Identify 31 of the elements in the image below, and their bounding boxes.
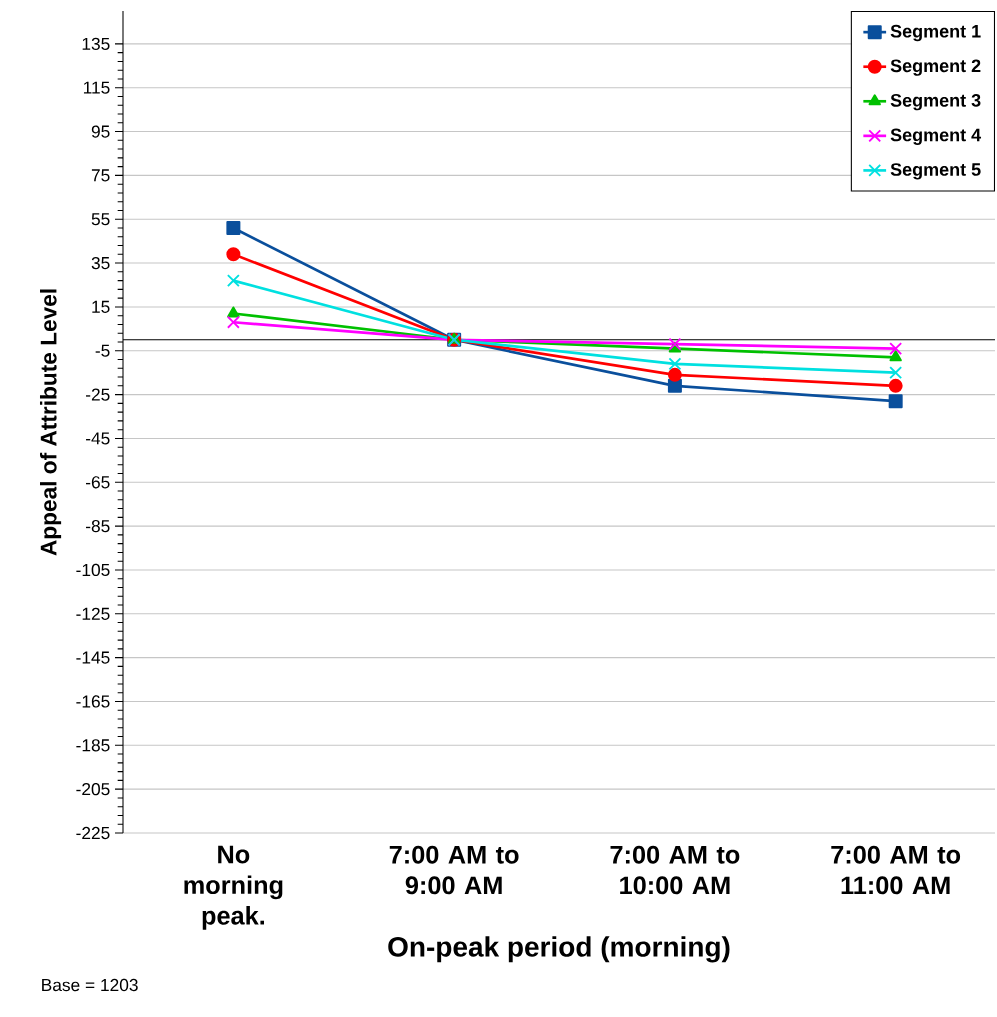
y-tick-label: -165 <box>76 695 110 708</box>
y-tick-label: -5 <box>95 344 110 357</box>
y-tick-label: -145 <box>76 651 110 664</box>
y-tick-label: 35 <box>91 256 110 270</box>
y-tick-label: -185 <box>76 739 110 752</box>
legend-label: Segment 3 <box>890 94 981 111</box>
y-tick-label: -65 <box>86 476 110 489</box>
y-tick-label: 135 <box>82 37 110 51</box>
y-tick-label: -85 <box>86 519 110 533</box>
x-tick-label: 7:00 AM to 11:00 AM <box>831 845 961 895</box>
x-tick-label: 7:00 AM to 9:00 AM <box>389 845 519 895</box>
y-tick-label: 15 <box>92 300 110 313</box>
x-axis-title: On-peak period (morning) <box>388 936 730 963</box>
y-tick-label: 95 <box>91 125 110 138</box>
legend-label: Segment 5 <box>890 163 981 180</box>
y-tick-label: 115 <box>83 81 110 94</box>
y-tick-label: 55 <box>91 213 110 226</box>
legend-label: Segment 4 <box>890 128 982 145</box>
y-axis-title: Appeal of Attribute Level <box>39 289 62 556</box>
legend-label: Segment 2 <box>890 59 981 76</box>
x-tick-label: 7:00 AM to 10:00 AM <box>610 845 740 895</box>
y-tick-label: -25 <box>86 388 110 401</box>
y-tick-label: 75 <box>91 169 110 182</box>
y-tick-label: -45 <box>86 432 110 445</box>
y-tick-label: -105 <box>76 563 110 577</box>
x-tick-label: No morning peak. <box>184 845 283 930</box>
y-tick-label: -205 <box>76 783 110 796</box>
y-tick-label: -125 <box>76 607 110 620</box>
text: Base = 1203 <box>42 978 138 992</box>
y-tick-label: -225 <box>76 826 110 840</box>
legend-label: Segment 1 <box>890 24 981 42</box>
